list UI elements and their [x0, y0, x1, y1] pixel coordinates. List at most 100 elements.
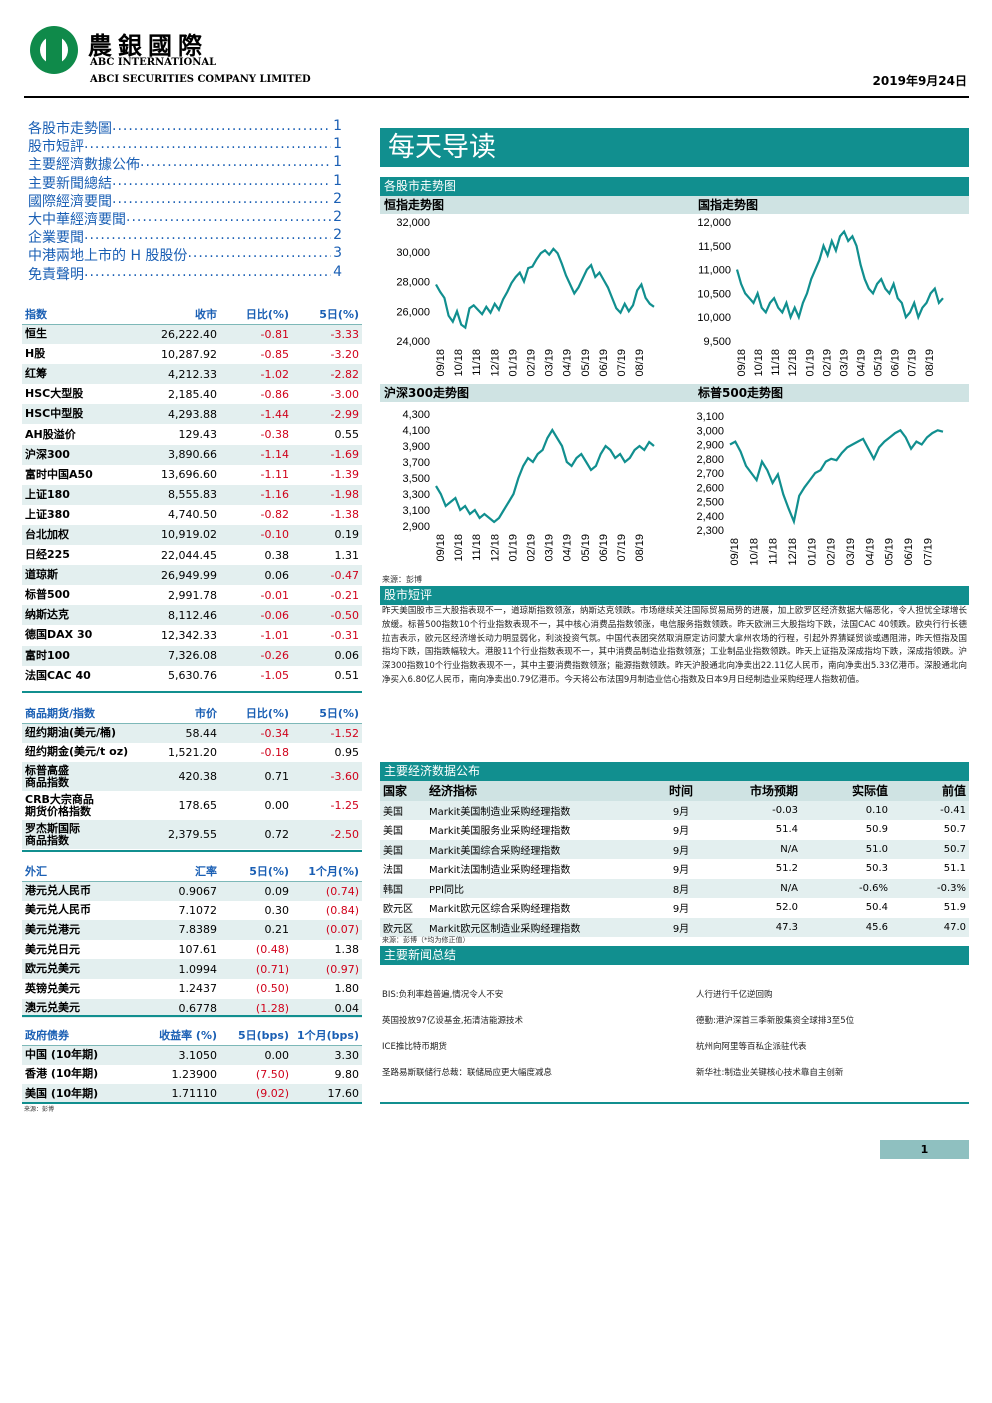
- table-cell: 7.1072: [178, 903, 218, 917]
- table-cell: 港元兑人民币: [22, 881, 132, 901]
- table-cell: -0.34: [220, 723, 292, 743]
- table-cell: 47.3: [711, 917, 801, 937]
- table-cell: 欧元区: [380, 917, 426, 937]
- x-tick-label: 01/19: [806, 538, 818, 566]
- table-row: 道琼斯 26,949.99 0.06 -0.47: [22, 565, 362, 586]
- table-row: 纽约期油(美元/桶) 58.44 -0.34 -1.52: [22, 723, 362, 743]
- table-cell: 0.38: [264, 548, 290, 562]
- table-cell: 0.00: [264, 799, 290, 812]
- table-cell: 0.10: [801, 800, 891, 820]
- x-tick-label: 11/18: [471, 349, 483, 376]
- table-row: 上证180 8,555.83 -1.16 -1.98: [22, 484, 362, 505]
- column-header: 前值: [891, 781, 969, 801]
- table-cell: N/A: [711, 839, 801, 859]
- table-cell: -1.44: [220, 404, 292, 425]
- y-tick-label: 2,900: [696, 440, 724, 452]
- toc-link[interactable]: 股市短評 1: [28, 136, 342, 156]
- y-tick-label: 2,300: [696, 525, 724, 537]
- table-row: 沪深300 3,890.66 -1.14 -1.69: [22, 444, 362, 465]
- toc-link[interactable]: 各股市走勢圖 1: [28, 118, 342, 138]
- table-cell: 50.7: [943, 824, 966, 836]
- y-tick-label: 11,500: [698, 241, 731, 253]
- toc-link[interactable]: 中港兩地上市的 H 股股份 3: [28, 245, 342, 265]
- toc-link[interactable]: 企業要聞 2: [28, 227, 342, 247]
- column-header: 5日(%): [292, 703, 362, 724]
- column-header: 实际值: [801, 781, 891, 801]
- x-tick-label: 11/18: [768, 538, 780, 565]
- table-row: 德国DAX 30 12,342.33 -1.01 -0.31: [22, 625, 362, 645]
- table-cell: -0.82: [260, 508, 289, 522]
- page-number: 1: [880, 1140, 969, 1159]
- table-row: CRB大宗商品 期货价格指数 178.65 0.00 -1.25: [22, 791, 362, 820]
- table-cell: -0.47: [292, 565, 362, 586]
- table-header-row: 指数 收市 日比(%) 5日(%): [22, 304, 362, 325]
- table-row: 罗杰斯国际 商品指数 2,379.55 0.72 -2.50: [22, 820, 362, 849]
- table-cell: 美国: [380, 800, 426, 820]
- table-header-row: 国家 经济指标 时间 市场预期 实际值 前值: [380, 781, 969, 801]
- x-tick-label: 10/18: [748, 538, 760, 566]
- table-cell: -0.6%: [801, 878, 891, 898]
- table-cell: 178.65: [178, 799, 218, 812]
- table-cell: 美元兑港元: [22, 920, 132, 940]
- y-tick-label: 3,500: [402, 473, 430, 485]
- table-cell: 美国: [380, 839, 426, 859]
- x-tick-label: 01/19: [804, 349, 816, 377]
- table-cell: 台北加权: [22, 524, 132, 546]
- table-row: 富时中国A50 13,696.60 -1.11 -1.39: [22, 465, 362, 485]
- y-tick-label: 11,000: [698, 265, 731, 277]
- x-tick-label: 06/19: [598, 349, 610, 377]
- table-cell: 9月: [651, 839, 711, 859]
- table-cell: 上证180: [22, 484, 132, 505]
- news-headline[interactable]: BIS:负利率趋普遍,情况令人不安: [382, 990, 504, 1000]
- news-headline[interactable]: 人行进行千亿逆回购: [696, 990, 773, 1000]
- column-header: 5日(%): [220, 861, 292, 882]
- x-tick-label: 10/18: [453, 534, 465, 562]
- table-cell: (0.74): [292, 881, 362, 901]
- table-cell: 9月: [672, 826, 690, 838]
- table-cell: -1.05: [260, 669, 289, 683]
- toc-link[interactable]: 大中華經濟要聞 2: [28, 209, 342, 229]
- toc-page-number: 3: [333, 245, 342, 262]
- table-cell: 0.30: [264, 903, 290, 917]
- column-header: 商品期货/指数: [22, 703, 132, 724]
- toc-label: 中港兩地上市的 H 股股份: [28, 248, 188, 265]
- hscei-line-chart: 9,500 10,000 10,500 11,000 11,500 12,000 09/18…: [697, 217, 944, 377]
- news-headline[interactable]: 德勤:港沪深首三季新股集资全球排3至5位: [696, 1016, 855, 1026]
- news-headline[interactable]: 新华社:制造业关键核心技术靠自主创新: [696, 1068, 844, 1078]
- news-headline[interactable]: ICE推比特币期货: [382, 1042, 447, 1052]
- bonds-source: 来源：彭博: [24, 1106, 55, 1113]
- news-headline[interactable]: 英国投放97亿设基金,拓清洁能源技术: [382, 1016, 524, 1026]
- table-cell: 4,293.88: [132, 404, 220, 425]
- table-cell: 1.38: [334, 943, 360, 957]
- toc-link[interactable]: 免責聲明 4: [28, 264, 342, 284]
- table-row: 纽约期金(美元/t oz) 1,521.20 -0.18 0.95: [22, 743, 362, 763]
- x-tick-label: 12/18: [787, 538, 799, 566]
- table-cell: 12,342.33: [161, 628, 217, 642]
- x-tick-label: 05/19: [873, 349, 885, 377]
- table-cell: -3.33: [292, 324, 362, 345]
- toc-link[interactable]: 主要經濟數據公佈 1: [28, 154, 342, 174]
- table-cell: 7,326.08: [132, 645, 220, 666]
- table-cell: 欧元兑美元: [22, 959, 132, 979]
- column-header: 收益率 (%): [132, 1025, 220, 1046]
- table-cell: 纳斯达克: [22, 605, 132, 626]
- table-cell: 澳元兑美元: [22, 998, 132, 1019]
- y-tick-label: 10,500: [697, 288, 731, 300]
- table-row: H股 10,287.92 -0.85 -3.20: [22, 344, 362, 364]
- news-headline[interactable]: 杭州向阿里等百私企派驻代表: [696, 1042, 807, 1052]
- toc-page-number: 4: [333, 263, 342, 280]
- toc-link[interactable]: 國際經濟要聞 2: [28, 191, 342, 211]
- table-cell: 罗杰斯国际 商品指数: [22, 820, 132, 849]
- table-cell: 韩国: [380, 878, 426, 898]
- table-cell: Markit欧元区制造业采购经理指数: [426, 917, 651, 937]
- toc-link[interactable]: 主要新聞總結 1: [28, 173, 342, 193]
- x-tick-label: 04/19: [864, 538, 876, 566]
- y-tick-label: 2,700: [696, 468, 724, 480]
- table-cell: 1.31: [334, 548, 360, 562]
- news-headline[interactable]: 圣路易斯联储行总裁：联储局应更大幅度减息: [382, 1068, 553, 1078]
- column-header: 外汇: [22, 861, 132, 882]
- table-row: AH股溢价 129.43 -0.38 0.55: [22, 424, 362, 444]
- table-cell: 52.0: [775, 902, 798, 914]
- table-cell: (7.50): [255, 1067, 289, 1081]
- column-header: 指数: [22, 304, 132, 325]
